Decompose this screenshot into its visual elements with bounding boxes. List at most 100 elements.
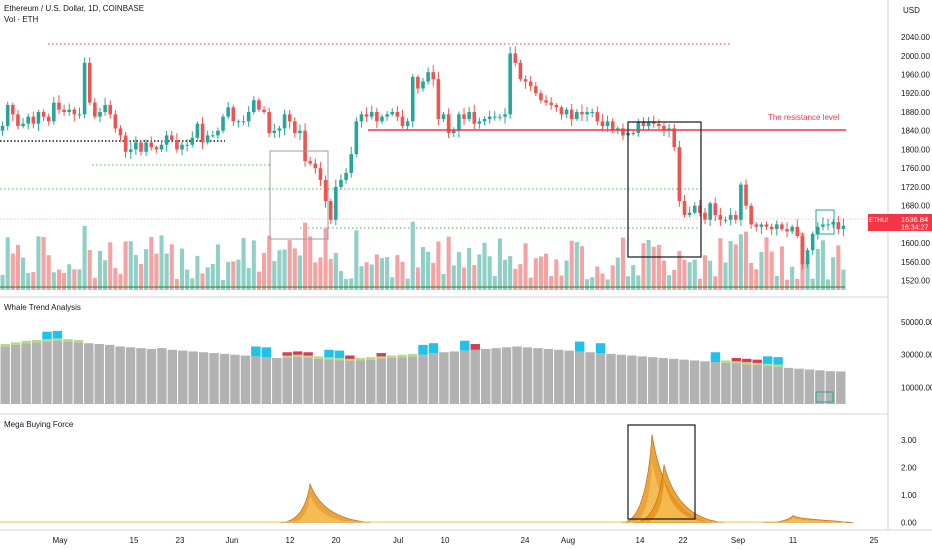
volume-bar <box>118 274 123 290</box>
candle-body <box>98 111 102 117</box>
volume-bar <box>251 240 256 290</box>
candle-body <box>318 168 323 180</box>
candle-body <box>221 116 225 131</box>
candle-body <box>631 133 636 135</box>
whale-bar-cyan <box>418 344 428 355</box>
whale-bar <box>167 349 178 404</box>
price-tag-value: 1636.84 <box>901 215 928 224</box>
whale-pane-title: Whale Trend Analysis <box>4 303 81 312</box>
volume-bar <box>164 253 169 290</box>
candle-body <box>328 200 333 220</box>
whale-bar <box>533 348 543 404</box>
axis-layer: 2040.00 2000.00 1960.00 1920.00 1880.00 1840.… <box>52 33 932 545</box>
volume-bar <box>303 222 308 290</box>
candle-body <box>431 72 436 80</box>
volume-bar <box>262 252 267 290</box>
time-axis-tick: 24 <box>521 536 530 545</box>
whale-bar <box>188 351 198 404</box>
volume-bar <box>308 236 313 290</box>
volume-bar <box>431 262 436 290</box>
volume-bar <box>733 244 738 290</box>
candle-body <box>754 224 759 227</box>
candle-body <box>698 205 702 213</box>
candle-body <box>36 111 41 124</box>
whale-bar <box>731 363 742 404</box>
candle-body <box>359 114 364 122</box>
candle-body <box>185 144 189 146</box>
candle-body <box>662 126 666 131</box>
volume-bar <box>82 225 87 290</box>
candle-body <box>554 104 559 108</box>
candle-body <box>252 100 256 112</box>
price-axis-tick: 1560.00 <box>901 258 930 267</box>
whale-bar <box>334 360 345 404</box>
whale-bar <box>407 356 418 404</box>
price-axis-tick: 2000.00 <box>901 52 930 61</box>
whale-bar-green <box>366 357 376 360</box>
candle-body <box>585 111 589 115</box>
volume-bar <box>344 279 349 290</box>
volume-bar <box>174 278 179 290</box>
candle-body <box>692 205 697 213</box>
candle-body <box>231 107 236 122</box>
whale-bar-green <box>742 362 752 365</box>
candle-body <box>369 111 374 117</box>
candle-body <box>790 226 794 232</box>
candle-body <box>549 102 553 105</box>
whale-bar <box>574 351 585 404</box>
candle-body <box>77 114 82 116</box>
time-axis-tick: 14 <box>636 536 645 545</box>
price-axis-tick: 1920.00 <box>901 89 930 98</box>
candle-body <box>216 130 220 136</box>
candle-body <box>580 111 584 115</box>
candle-body <box>800 236 805 265</box>
price-tag-countdown: 16:34:27 <box>901 225 928 232</box>
volume-bar <box>805 258 810 290</box>
volume-bar <box>297 255 302 290</box>
candle-body <box>200 123 205 143</box>
whale-bar-cyan <box>710 352 721 363</box>
volume-bar <box>564 260 569 290</box>
whale-bar-green <box>63 339 73 342</box>
volume-bar <box>790 266 795 290</box>
candle-body <box>134 142 138 150</box>
candle-body <box>426 72 430 82</box>
candle-body <box>364 114 369 117</box>
mega-spike <box>279 482 371 523</box>
candle-body <box>41 111 46 117</box>
volume-bar <box>56 269 62 290</box>
whale-bar <box>52 340 63 404</box>
candle-body <box>313 163 318 169</box>
volume-bar <box>405 278 410 290</box>
volume-bar <box>220 279 226 290</box>
whale-bar <box>345 361 355 404</box>
highlight-box-june <box>269 150 329 240</box>
volume-bar <box>836 245 841 290</box>
candle-body <box>241 121 246 123</box>
mega-highlight-box <box>627 424 696 520</box>
volume-bar <box>738 234 743 290</box>
whale-bar <box>762 366 773 404</box>
volume-bar <box>154 253 159 290</box>
whale-bar <box>219 353 230 404</box>
candle-body <box>600 121 605 127</box>
candle-body <box>739 184 743 220</box>
whale-bar <box>554 349 564 404</box>
whale-bar <box>804 369 815 404</box>
volume-bar <box>528 277 533 290</box>
volume-bar <box>754 269 759 290</box>
candle-body <box>672 128 677 148</box>
candle-body <box>128 149 133 152</box>
volume-bar <box>385 257 390 290</box>
volume-bar <box>667 275 672 290</box>
volume-bar <box>179 248 185 290</box>
whale-bar-red <box>742 358 752 365</box>
candle-body <box>569 109 574 120</box>
whale-bar-green <box>324 357 334 360</box>
volume-bar <box>26 272 31 290</box>
volume-bar <box>36 236 41 290</box>
whale-bar <box>10 344 21 404</box>
volume-bar <box>697 278 702 290</box>
whale-axis-tick: 30000.00 <box>901 351 932 360</box>
time-axis-tick: 23 <box>176 536 185 545</box>
